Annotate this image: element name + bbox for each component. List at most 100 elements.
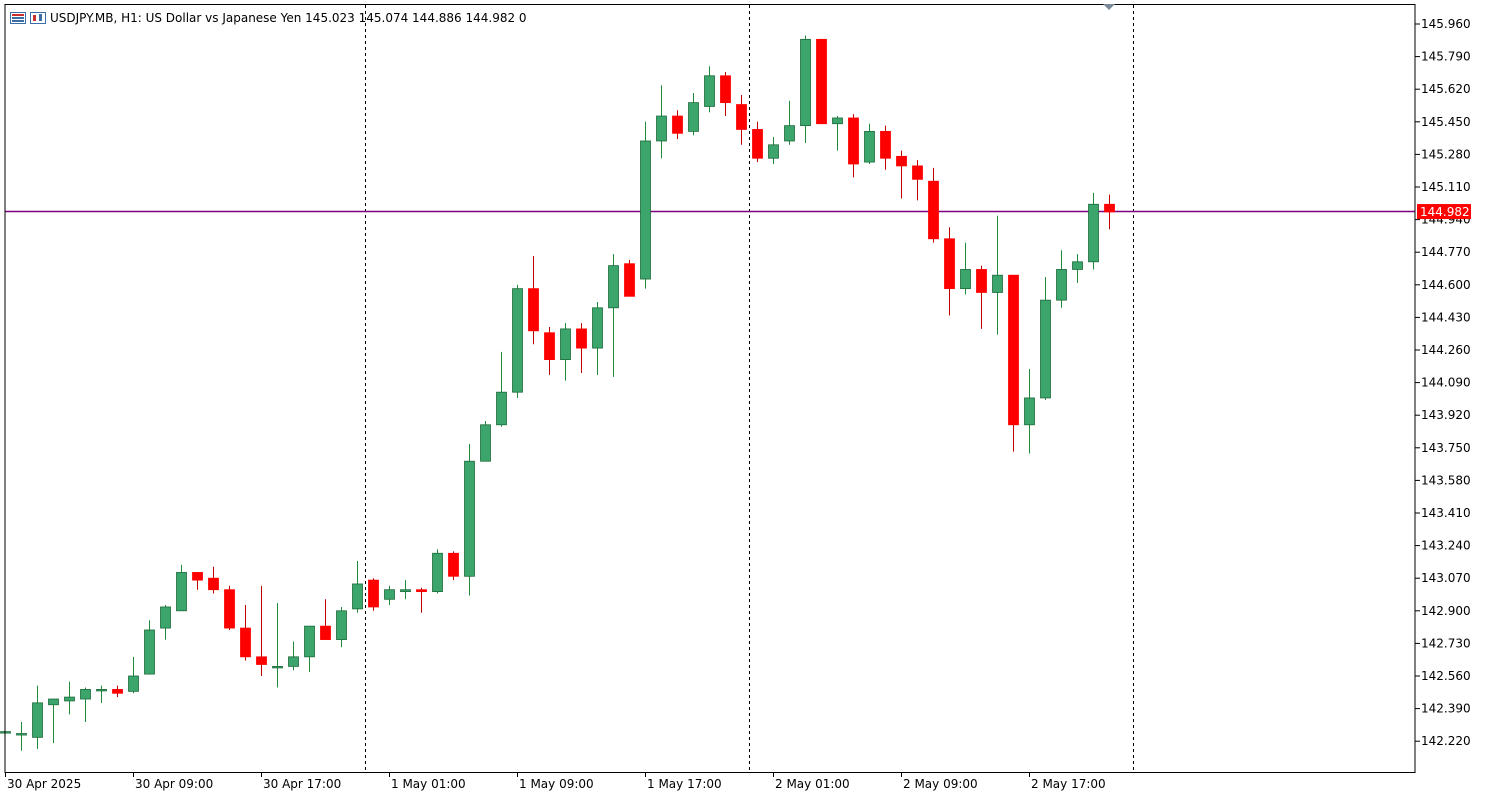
candle-body [832,117,843,125]
candle-bull[interactable] [176,564,187,612]
candle-body [16,733,27,736]
candle-bear[interactable] [848,114,859,178]
candle-bear[interactable] [544,326,555,375]
candle-bull[interactable] [560,323,571,381]
shift-marker-icon[interactable] [1103,4,1115,10]
candle-bull[interactable] [1072,254,1083,283]
chart-window-icon[interactable] [10,12,26,24]
candle-body [816,38,827,125]
candle-bull[interactable] [64,681,75,715]
candle-bull[interactable] [832,116,843,151]
candle-bear[interactable] [224,585,235,630]
price-tick-label: 142.390 [1421,702,1471,716]
candle-bull[interactable] [1088,192,1099,270]
price-tick-label: 145.620 [1421,82,1471,96]
candle-bull[interactable] [640,121,651,289]
candle-body [624,263,635,297]
candle-bear[interactable] [448,551,459,581]
candle-bull[interactable] [144,620,155,675]
candle-bull[interactable] [400,580,411,600]
candle-body [640,140,651,280]
candle-bull[interactable] [512,284,523,398]
candle-body [352,583,363,610]
candle-bull[interactable] [464,443,475,596]
candle-bear[interactable] [1104,194,1115,230]
candle-bear[interactable] [896,150,907,199]
candle-bull[interactable] [992,215,1003,335]
price-tick-label: 143.410 [1421,506,1471,520]
candle-bull[interactable] [16,722,27,751]
candle-bull[interactable] [160,605,171,640]
candles-icon[interactable] [30,12,46,24]
candle-bull[interactable] [864,123,875,164]
candles[interactable] [0,35,1115,751]
candle-bull[interactable] [608,254,619,377]
candle-bull[interactable] [288,641,299,671]
price-tick-label: 142.560 [1421,669,1471,683]
candle-body [784,125,795,142]
candle-bull[interactable] [768,137,779,164]
candle-body [1072,261,1083,270]
candle-bear[interactable] [528,256,539,345]
candle-bull[interactable] [1024,369,1035,454]
candle-bear[interactable] [624,259,635,297]
candle-bull[interactable] [352,560,363,613]
candle-bull[interactable] [128,656,139,694]
candle-bull[interactable] [336,606,347,648]
time-axis[interactable]: 30 Apr 2025 30 Apr 09:00 30 Apr 17:00 1 May… [5,772,1106,791]
candle-bull[interactable] [384,585,395,606]
candle-bull[interactable] [592,302,603,375]
candle-body [256,656,267,665]
candle-bull[interactable] [480,420,491,462]
price-tick-label: 145.960 [1421,17,1471,31]
price-tick-label: 144.090 [1421,376,1471,390]
candle-bull[interactable] [1056,250,1067,308]
candle-bull[interactable] [96,685,107,703]
candle-body [800,38,811,127]
candle-bear[interactable] [912,160,923,201]
candle-bear[interactable] [576,323,587,374]
candle-bull[interactable] [688,93,699,136]
candle-bear[interactable] [1008,274,1019,452]
candle-bull[interactable] [80,687,91,723]
candle-bear[interactable] [240,605,251,661]
candle-bull[interactable] [960,242,971,295]
candle-bull[interactable] [704,66,715,113]
candle-body [944,238,955,290]
candle-bull[interactable] [432,549,443,594]
candle-bull[interactable] [784,100,795,145]
candle-bear[interactable] [192,572,203,590]
candle-bear[interactable] [208,566,219,594]
candle-bear[interactable] [928,167,939,243]
candle-bear[interactable] [752,121,763,163]
current-price-label: 144.982 [1420,205,1470,219]
candle-body [480,424,491,462]
candle-bear[interactable] [256,585,267,676]
price-tick-label: 144.430 [1421,310,1471,324]
price-tick-label: 143.920 [1421,408,1471,422]
candle-bull[interactable] [800,35,811,143]
candle-bull[interactable] [496,351,507,427]
candle-bull[interactable] [656,85,667,159]
candle-bull[interactable] [48,698,59,744]
candle-bear[interactable] [416,587,427,613]
candle-body [928,180,939,240]
candle-bear[interactable] [368,578,379,611]
candle-body [1104,203,1115,213]
candle-bull[interactable] [1040,277,1051,400]
candle-bear[interactable] [736,94,747,145]
candle-bull[interactable] [272,603,283,688]
candle-bear[interactable] [320,599,331,640]
price-axis[interactable]: 145.960 145.790 145.620 145.450 145.280 145.1… [1415,17,1471,748]
candle-bear[interactable] [112,685,123,698]
candle-bear[interactable] [816,38,827,125]
candle-bear[interactable] [672,110,683,140]
candle-bear[interactable] [880,125,891,170]
candle-bull[interactable] [304,625,315,673]
candle-bear[interactable] [944,227,955,316]
candle-bear[interactable] [976,265,987,329]
candle-bull[interactable] [32,685,43,749]
candle-bear[interactable] [720,71,731,117]
